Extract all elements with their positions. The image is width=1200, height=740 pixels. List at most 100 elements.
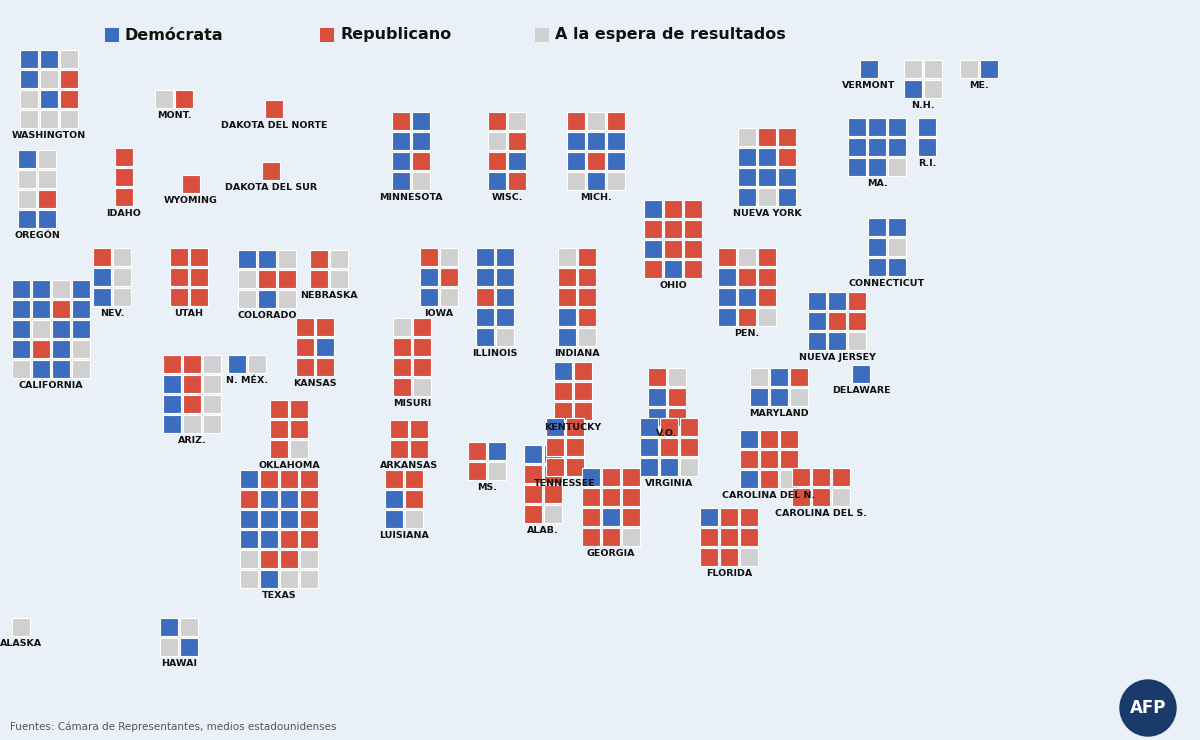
Bar xyxy=(60,50,78,68)
Bar xyxy=(758,248,776,266)
Bar xyxy=(18,150,36,168)
Bar xyxy=(265,100,283,118)
Bar xyxy=(684,220,702,238)
Bar xyxy=(778,148,796,166)
Bar xyxy=(72,360,90,378)
Text: ILLINOIS: ILLINOIS xyxy=(473,349,517,358)
Bar xyxy=(868,218,886,236)
Bar xyxy=(508,152,526,170)
Bar xyxy=(780,430,798,448)
Bar xyxy=(568,172,586,190)
Bar xyxy=(918,138,936,156)
Bar xyxy=(587,172,605,190)
Bar xyxy=(888,118,906,136)
Bar xyxy=(260,470,278,488)
Bar xyxy=(20,70,38,88)
Text: NEV.: NEV. xyxy=(100,309,124,318)
Bar xyxy=(394,338,410,356)
Bar xyxy=(280,530,298,548)
Bar xyxy=(260,490,278,508)
Bar xyxy=(780,470,798,488)
Bar xyxy=(316,318,334,336)
Circle shape xyxy=(1120,680,1176,736)
Bar xyxy=(330,250,348,268)
Bar xyxy=(392,132,410,150)
Bar xyxy=(420,268,438,286)
Bar xyxy=(280,510,298,528)
Bar xyxy=(52,360,70,378)
Bar xyxy=(300,490,318,508)
Bar xyxy=(72,280,90,298)
Bar xyxy=(644,200,662,218)
Bar xyxy=(578,308,596,326)
Bar xyxy=(60,70,78,88)
Bar xyxy=(163,355,181,373)
Bar xyxy=(175,90,193,108)
Bar xyxy=(684,240,702,258)
Bar xyxy=(160,618,178,636)
Bar xyxy=(778,128,796,146)
Bar xyxy=(792,488,810,506)
Text: VERMONT: VERMONT xyxy=(842,81,895,90)
Bar xyxy=(278,270,296,288)
Bar xyxy=(790,388,808,406)
Bar xyxy=(888,258,906,276)
Bar xyxy=(740,430,758,448)
Bar xyxy=(738,308,756,326)
Text: CAROLINA DEL S.: CAROLINA DEL S. xyxy=(775,509,866,518)
Bar xyxy=(385,510,403,528)
Bar xyxy=(792,468,810,486)
Bar xyxy=(394,358,410,376)
Bar xyxy=(664,200,682,218)
Bar xyxy=(72,320,90,338)
Bar xyxy=(203,355,221,373)
Bar xyxy=(582,508,600,526)
Bar xyxy=(790,368,808,386)
Bar xyxy=(740,508,758,526)
Bar xyxy=(385,470,403,488)
Bar xyxy=(290,440,308,458)
Text: CALIFORNIA: CALIFORNIA xyxy=(19,381,83,390)
Bar xyxy=(644,240,662,258)
Bar xyxy=(888,158,906,176)
Bar xyxy=(476,308,494,326)
Bar xyxy=(32,320,50,338)
Bar xyxy=(280,550,298,568)
Bar xyxy=(32,300,50,318)
Bar xyxy=(578,288,596,306)
Bar xyxy=(684,260,702,278)
Bar xyxy=(574,362,592,380)
Bar xyxy=(406,510,424,528)
Bar xyxy=(770,388,788,406)
Bar xyxy=(413,318,431,336)
Bar xyxy=(163,395,181,413)
Bar xyxy=(828,292,846,310)
Bar xyxy=(578,328,596,346)
Bar xyxy=(888,138,906,156)
Bar xyxy=(566,458,584,476)
Bar xyxy=(720,508,738,526)
Bar xyxy=(238,270,256,288)
Bar xyxy=(740,470,758,488)
Bar xyxy=(278,290,296,308)
Bar xyxy=(508,172,526,190)
Bar xyxy=(238,250,256,268)
Bar xyxy=(554,362,572,380)
Bar xyxy=(660,458,678,476)
Bar xyxy=(760,470,778,488)
Bar xyxy=(888,238,906,256)
Bar xyxy=(258,250,276,268)
Bar xyxy=(622,508,640,526)
Bar xyxy=(602,488,620,506)
Bar xyxy=(587,132,605,150)
Bar xyxy=(648,368,666,386)
Bar xyxy=(684,200,702,218)
Bar xyxy=(113,288,131,306)
Bar xyxy=(828,332,846,350)
Bar xyxy=(155,90,173,108)
Bar xyxy=(740,528,758,546)
Text: UTAH: UTAH xyxy=(174,309,204,318)
Text: NEBRASKA: NEBRASKA xyxy=(300,291,358,300)
Bar xyxy=(440,288,458,306)
Bar xyxy=(848,332,866,350)
